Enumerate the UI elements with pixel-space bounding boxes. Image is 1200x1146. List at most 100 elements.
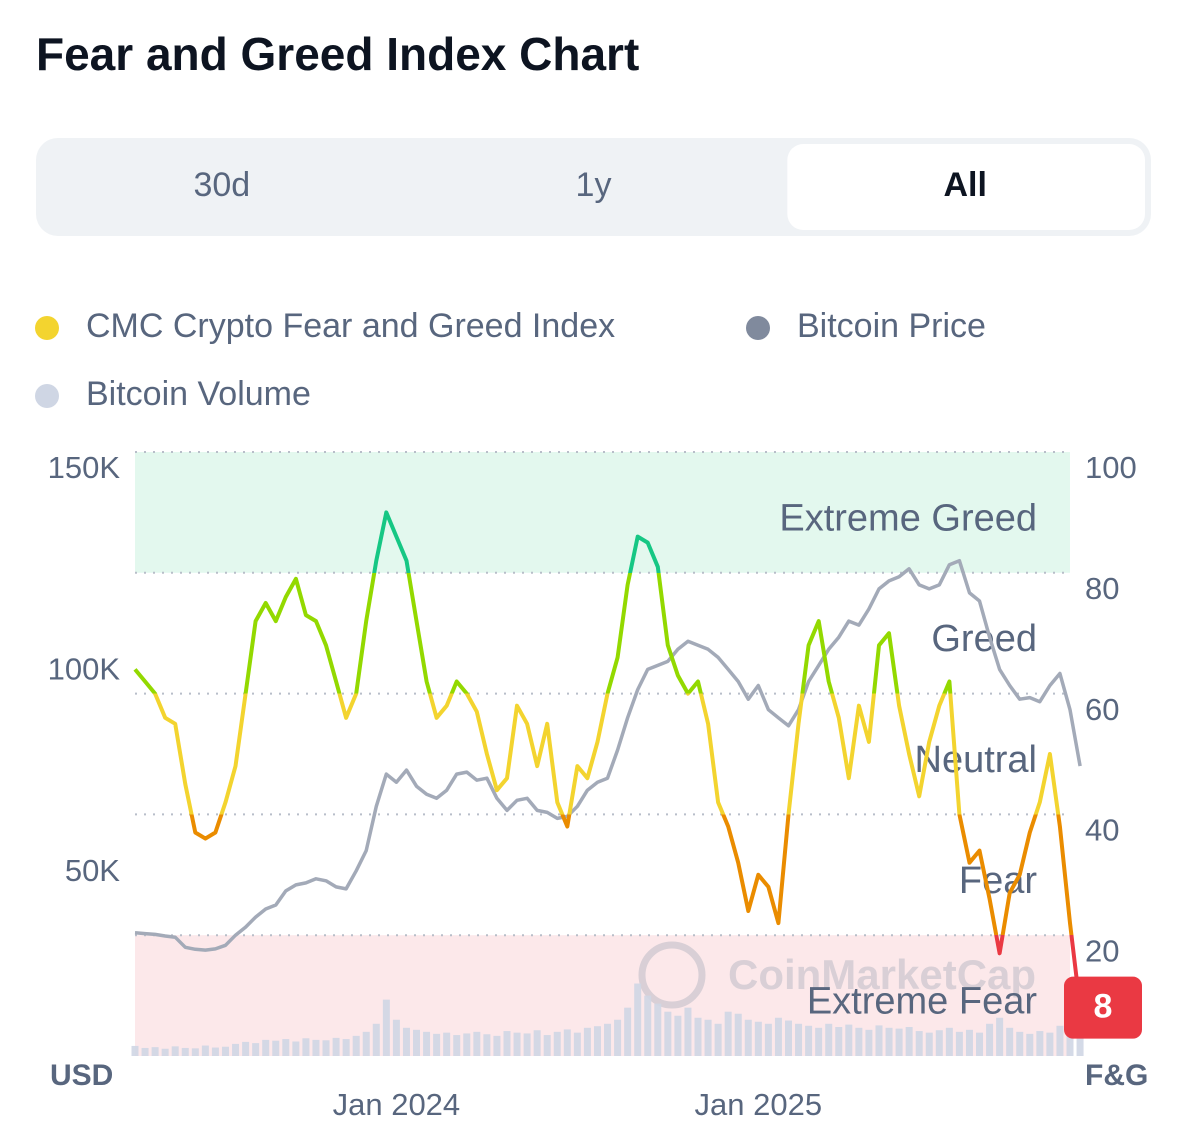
range-tabs: 30d 1y All <box>193 144 1145 230</box>
x-tick-label: Jan 2024 <box>333 1087 461 1122</box>
y-tick-label: 100K <box>48 652 121 687</box>
volume-bar <box>322 1040 330 1056</box>
watermark-logo <box>638 941 706 1009</box>
volume-bar <box>935 1030 943 1056</box>
volume-bar <box>925 1032 933 1056</box>
volume-bar <box>211 1047 219 1056</box>
zone-band <box>135 935 1070 1056</box>
legend-label: CMC Crypto Fear and Greed Index <box>86 307 615 345</box>
volume-bar <box>604 1023 612 1056</box>
volume-bar <box>855 1027 863 1056</box>
volume-bar <box>181 1047 189 1056</box>
chart-title: Fear and Greed Index Chart <box>36 28 639 80</box>
volume-bar <box>543 1035 551 1056</box>
volume-bar <box>282 1039 290 1056</box>
volume-bar <box>624 1007 632 1056</box>
volume-bar <box>382 999 390 1056</box>
volume-bar <box>533 1030 541 1056</box>
zone-label: Extreme Fear <box>807 981 1038 1023</box>
volume-bar <box>161 1048 169 1056</box>
volume-bar <box>684 1007 692 1056</box>
volume-bar <box>221 1046 229 1056</box>
volume-bar <box>302 1038 310 1056</box>
volume-bar <box>413 1029 421 1056</box>
volume-bar <box>965 1029 973 1056</box>
selected-tab <box>787 144 1145 230</box>
volume-bar <box>845 1024 853 1056</box>
volume-bar <box>443 1032 451 1056</box>
legend-dot <box>746 316 770 340</box>
volume-bar <box>986 1023 994 1056</box>
volume-bar <box>694 1017 702 1056</box>
volume-bar <box>272 1040 280 1056</box>
volume-bar <box>1056 1025 1064 1056</box>
volume-bar <box>674 1015 682 1056</box>
volume-bar <box>242 1041 250 1056</box>
y-tick-label: 50K <box>65 853 120 888</box>
volume-bar <box>895 1028 903 1056</box>
volume-bar <box>654 1003 662 1056</box>
volume-bar <box>714 1023 722 1056</box>
range-tab[interactable]: 30d <box>193 166 250 204</box>
volume-bar <box>1026 1033 1034 1056</box>
volume-bar <box>875 1025 883 1056</box>
volume-bar <box>583 1027 591 1056</box>
volume-bar <box>795 1023 803 1056</box>
volume-bar <box>885 1027 893 1056</box>
volume-bar <box>734 1013 742 1056</box>
legend-label: Bitcoin Price <box>797 307 986 345</box>
volume-bar <box>131 1045 139 1056</box>
volume-bar <box>563 1029 571 1056</box>
volume-bar <box>825 1023 833 1056</box>
volume-bar <box>523 1033 531 1056</box>
volume-bar <box>805 1025 813 1056</box>
watermark-text: CoinMarketCap <box>728 951 1036 998</box>
y2-tick-label: 100 <box>1085 450 1137 485</box>
fear-greed-line <box>133 510 1083 1008</box>
zone-label: Fear <box>959 860 1037 902</box>
volume-bar <box>1006 1027 1014 1056</box>
volume-bar <box>1036 1031 1044 1056</box>
volume-bar <box>232 1043 240 1056</box>
volume-bar <box>955 1031 963 1056</box>
volume-bar <box>292 1041 300 1056</box>
legend-dot <box>35 384 59 408</box>
range-tab[interactable]: 1y <box>576 166 612 204</box>
volume-bar <box>815 1027 823 1056</box>
volume-bar <box>553 1031 561 1056</box>
legend-label: Bitcoin Volume <box>86 375 311 413</box>
volume-bar <box>332 1037 340 1056</box>
range-tab[interactable]: All <box>943 166 986 204</box>
volume-bar <box>262 1039 270 1056</box>
volume-bar <box>634 983 642 1056</box>
volume-bar <box>1076 1031 1084 1056</box>
volume-bar <box>493 1035 501 1056</box>
volume-bar <box>976 1032 984 1056</box>
price-line <box>134 558 1082 952</box>
volume-bar <box>453 1035 461 1056</box>
y2-tick-label: 60 <box>1085 692 1119 727</box>
y2-tick-label: 80 <box>1085 571 1119 606</box>
volume-bar <box>141 1047 149 1056</box>
volume-bar <box>463 1033 471 1056</box>
volume-bar <box>865 1029 873 1056</box>
y2-axis-label: F&G <box>1085 1059 1148 1092</box>
volume-bar <box>352 1035 360 1056</box>
volume-bar <box>191 1048 199 1056</box>
volume-bar <box>362 1031 370 1056</box>
volume-bar <box>744 1019 752 1056</box>
legend-dot <box>35 316 59 340</box>
volume-bar <box>1016 1031 1024 1056</box>
volume-bar <box>503 1031 511 1056</box>
value-badge <box>1064 976 1142 1039</box>
volume-bar <box>423 1031 431 1056</box>
volume-bar <box>252 1043 260 1056</box>
volume-bar <box>201 1045 209 1056</box>
volume-bar <box>945 1027 953 1056</box>
volume-bar <box>764 1023 772 1056</box>
plot-area: 2040608010050K100K150KCoinMarketCapExtre… <box>48 450 1142 1122</box>
zone-label: Greed <box>931 618 1037 660</box>
volume-bar <box>573 1032 581 1056</box>
